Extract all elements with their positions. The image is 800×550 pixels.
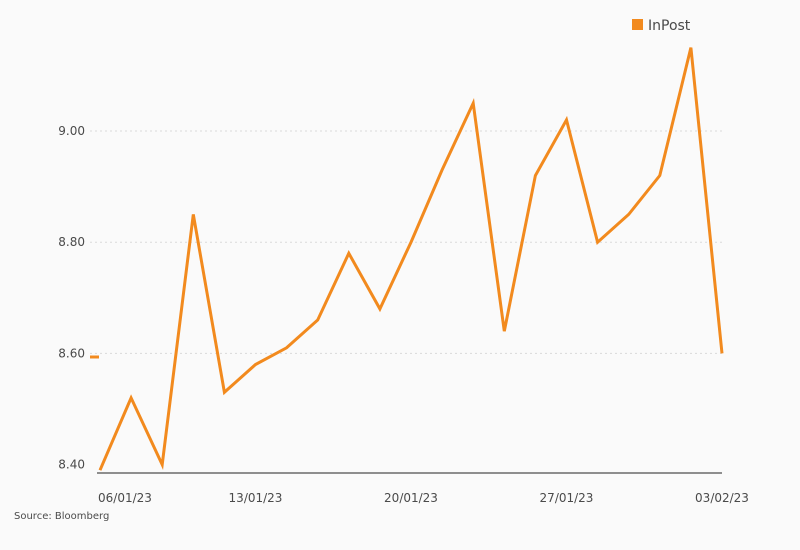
- series-line: [98, 47, 724, 471]
- series-layer: [98, 47, 724, 471]
- legend-swatch: [632, 19, 643, 30]
- x-tick-label: 20/01/23: [384, 491, 438, 505]
- legend-label: InPost: [648, 18, 691, 34]
- y-tick-label: 8.40: [58, 458, 85, 472]
- source-note: Source: Bloomberg: [14, 511, 110, 522]
- x-tick-label: 27/01/23: [540, 491, 594, 505]
- y-tick-label: 8.60: [58, 346, 85, 360]
- gridlines: [90, 130, 722, 354]
- y-tick-label: 8.80: [58, 235, 85, 249]
- y-tick-label: 9.00: [58, 124, 85, 138]
- x-axis: 06/01/23 13/01/23 20/01/23 27/01/23 03/02/23: [98, 491, 749, 505]
- x-tick-label: 03/02/23: [695, 491, 749, 505]
- y-axis: 8.40 8.60 8.80 9.00: [58, 124, 85, 472]
- x-tick-label: 13/01/23: [229, 491, 283, 505]
- x-tick-label: 06/01/23: [98, 491, 152, 505]
- legend: InPost: [90, 18, 691, 359]
